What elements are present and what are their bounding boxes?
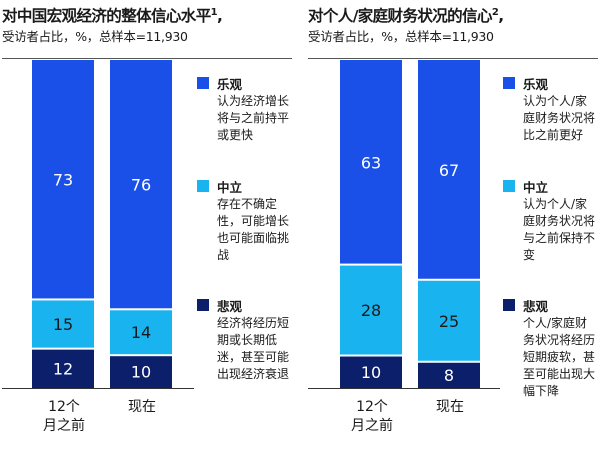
x-tick-label: 现在 [436,399,464,415]
data-label: 76 [131,176,151,195]
legend-label: 乐观 [523,77,549,92]
bar-segment [418,361,480,388]
bar-segment [340,60,402,265]
bar-segment [340,355,402,388]
data-label: 8 [444,366,454,385]
legend-description: 认为个人/家庭财务状况将比之前更好 [523,94,596,142]
x-tick-label: 现在 [128,399,156,415]
legend-description: 认为个人/家庭财务状况将与之前保持不变 [523,197,596,262]
data-label: 67 [439,161,459,180]
legend-label: 中立 [217,180,243,195]
segment-separator [32,298,94,301]
segment-separator [418,360,480,363]
chart-title: 对个人/家庭财务状况的信心2, [308,7,504,25]
legend-description: 存在不确定性，可能增长也可能面临挑战 [217,197,290,262]
data-label: 63 [361,153,381,172]
legend-swatch [503,299,515,311]
data-label: 14 [131,323,151,342]
segment-separator [110,308,172,311]
chart-panel-household-finance: 对个人/家庭财务状况的信心2, 受访者占比，%，总样本=11,930 10 28 6… [308,0,600,449]
legend-swatch [197,299,209,311]
bar-segment [110,309,172,356]
bar-segment [32,299,94,349]
bar-segment [110,60,172,310]
chart-subtitle: 受访者占比，%，总样本=11,930 [2,29,188,44]
bar-segment [340,264,402,356]
bar-segment [32,348,94,388]
data-label: 28 [361,301,381,320]
x-tick-label: 12个 月之前 [351,399,393,434]
data-label: 73 [53,171,73,190]
legend-label: 乐观 [217,77,243,92]
legend-description: 认为经济增长将与之前持平或更快 [217,94,290,142]
title-divider [2,58,292,59]
data-label: 10 [361,363,381,382]
segment-separator [418,278,480,281]
legend-label: 悲观 [217,299,243,314]
segment-separator [340,263,402,266]
segment-separator [340,354,402,357]
title-divider [308,58,598,59]
data-label: 10 [131,363,151,382]
legend-description: 个人/家庭财务状况将经历短期疲软，甚至可能出现大幅下降 [523,316,596,398]
data-label: 25 [439,312,459,331]
bar-segment [418,60,480,280]
legend-description: 经济将经历短期或长期低迷，甚至可能出现经济衰退 [217,316,290,381]
bar-segment [32,60,94,300]
data-label: 15 [53,315,73,334]
legend-swatch [197,180,209,192]
chart-subtitle: 受访者占比，%，总样本=11,930 [308,29,494,44]
chart-panel-macro-confidence: 对中国宏观经济的整体信心水平1, 受访者占比，%，总样本=11,930 12 15… [2,0,294,449]
legend-swatch [197,77,209,89]
legend-label: 中立 [523,180,549,195]
chart-title: 对中国宏观经济的整体信心水平1, [2,7,223,25]
legend-swatch [503,77,515,89]
stacked-bar-plot: 12 15 73 10 14 76 [2,60,194,389]
stacked-bar-plot: 10 28 63 8 25 67 [308,60,500,389]
legend-label: 悲观 [523,299,549,314]
data-label: 12 [53,359,73,378]
bar-segment [110,355,172,388]
x-tick-label: 12个 月之前 [43,399,85,434]
bar-segment [418,279,480,362]
segment-separator [32,347,94,350]
legend-swatch [503,180,515,192]
segment-separator [110,354,172,357]
